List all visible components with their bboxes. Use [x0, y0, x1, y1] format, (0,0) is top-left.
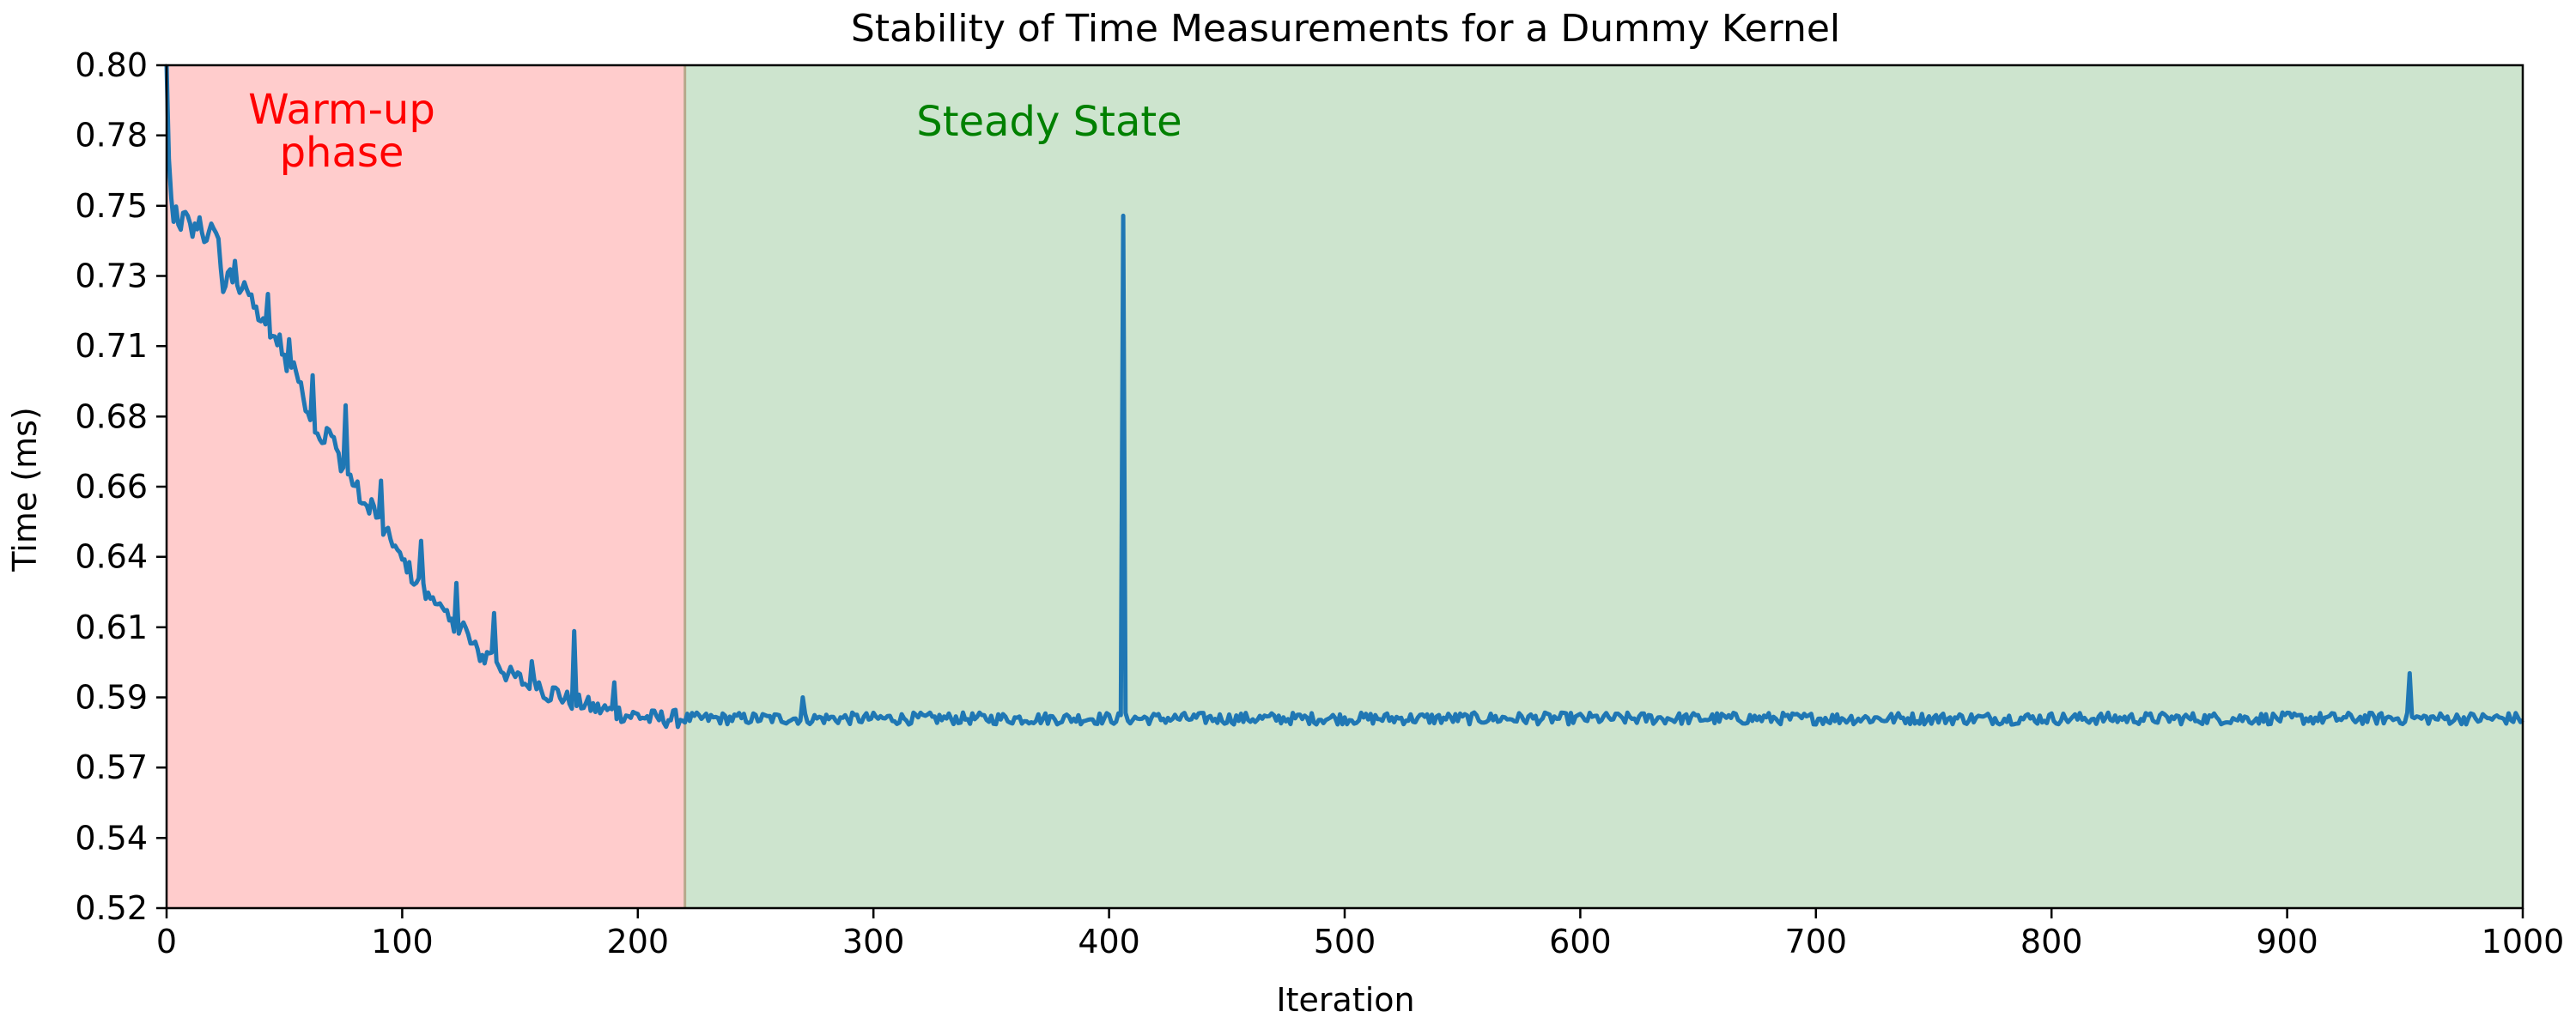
- y-tick-label: 0.59: [75, 679, 148, 717]
- series-line-time: [164, 64, 2524, 730]
- y-tick-label: 0.78: [75, 117, 148, 154]
- x-tick-label: 500: [1314, 923, 1376, 960]
- x-tick-label: 200: [607, 923, 670, 960]
- x-tick-label: 900: [2256, 923, 2318, 960]
- region-backgrounds: [167, 65, 2524, 908]
- y-tick-label: 0.61: [75, 609, 148, 646]
- x-tick-label: 400: [1078, 923, 1140, 960]
- y-tick-label: 0.75: [75, 187, 148, 225]
- region-label-0-line-0: Warm-up: [248, 86, 435, 134]
- y-tick-label: 0.66: [75, 468, 148, 506]
- y-axis-label: Time (ms): [6, 407, 44, 573]
- y-tick-label: 0.80: [75, 46, 148, 84]
- x-tick-label: 700: [1785, 923, 1848, 960]
- chart-title: Stability of Time Measurements for a Dum…: [851, 7, 1840, 51]
- series-lines: [164, 64, 2524, 730]
- y-tick-label: 0.73: [75, 258, 148, 295]
- y-tick-label: 0.64: [75, 538, 148, 576]
- x-tick-label: 0: [156, 923, 177, 960]
- y-tick-label: 0.68: [75, 397, 148, 435]
- y-tick-label: 0.71: [75, 327, 148, 365]
- region-band-1: [684, 65, 2524, 908]
- region-label-1-line-0: Steady State: [916, 98, 1182, 146]
- y-tick-label: 0.57: [75, 748, 148, 786]
- x-axis-label: Iteration: [1276, 981, 1414, 1019]
- x-tick-label: 300: [842, 923, 905, 960]
- region-label-0-line-1: phase: [280, 129, 404, 177]
- x-tick-label: 100: [371, 923, 434, 960]
- y-tick-label: 0.54: [75, 819, 148, 857]
- x-tick-label: 800: [2020, 923, 2083, 960]
- y-tick-label: 0.52: [75, 889, 148, 927]
- ticks: 0 100 200 300 400 500 600 700 800 900 1000 0.52 0.54…: [75, 46, 2564, 960]
- x-tick-label: 600: [1549, 923, 1612, 960]
- x-tick-label: 1000: [2482, 923, 2565, 960]
- region-band-0: [167, 65, 685, 908]
